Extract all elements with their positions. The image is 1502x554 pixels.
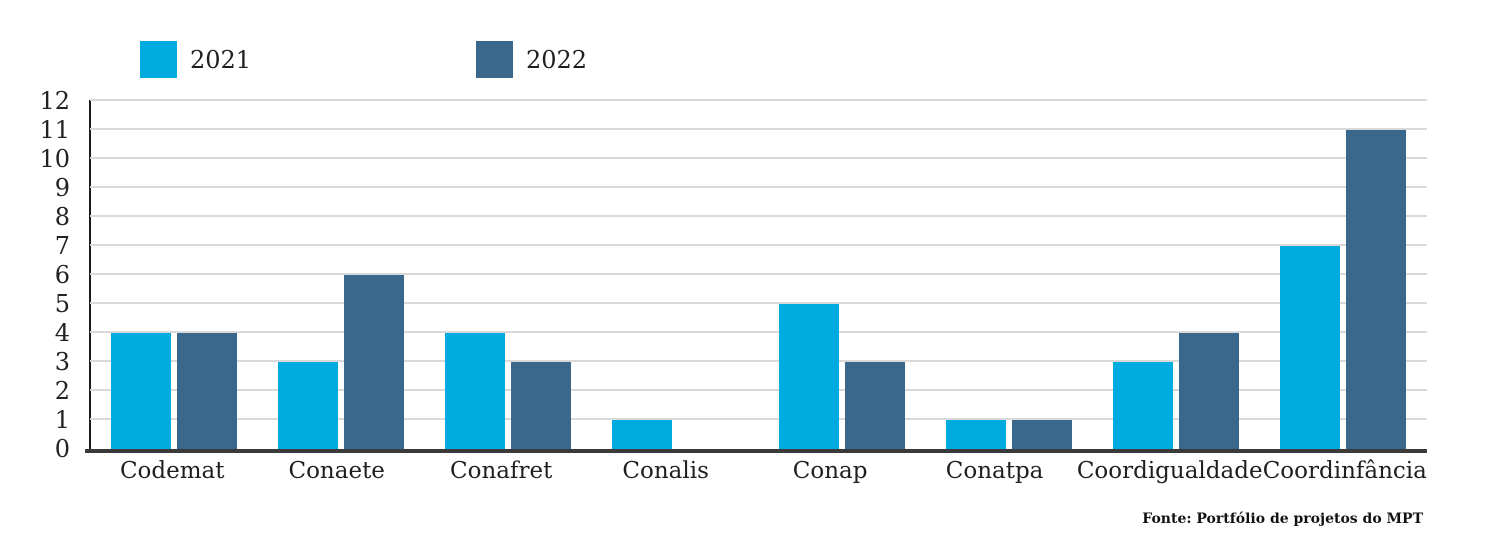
bar-2021-conatpa (946, 420, 1007, 449)
bar-2021-codemat (110, 333, 171, 449)
bar-2022-coordinfancia (1346, 130, 1407, 449)
y-tick-label-3: 3 (54, 348, 70, 376)
bar-2022-conatpa (1012, 420, 1073, 449)
x-axis-category-labels: Codemat Conaete Conafret Conalis Conap Conatp… (90, 458, 1427, 484)
x-axis-label-conafret: Conafret (450, 458, 553, 484)
x-axis-label-conatpa: Conatpa (945, 458, 1044, 484)
bar-2022-conafret (510, 362, 571, 449)
gridline-11 (90, 128, 1427, 130)
legend-swatch-2021 (140, 41, 177, 78)
bar-2022-codemat (176, 333, 237, 449)
bar-group-conap (759, 101, 926, 449)
plot-area (90, 99, 1427, 449)
bar-2021-conafret (444, 333, 505, 449)
bar-2021-conaete (277, 362, 338, 449)
bar-2022-coordigualdade (1179, 333, 1240, 449)
y-axis-line (89, 100, 91, 452)
gridline-4 (90, 331, 1427, 333)
y-tick-label-10: 10 (39, 145, 70, 173)
bar-group-conalis (591, 101, 758, 449)
source-note: Fonte: Portfólio de projetos do MPT (1142, 511, 1423, 527)
x-axis-label-coordigualdade: Coordigualdade (1076, 458, 1263, 484)
bar-group-conaete (257, 101, 424, 449)
y-tick-label-1: 1 (54, 406, 70, 434)
y-tick-label-9: 9 (54, 174, 70, 202)
bar-group-conatpa (926, 101, 1093, 449)
legend-item-2021: 2021 (140, 41, 251, 78)
y-tick-label-4: 4 (54, 319, 70, 347)
y-tick-label-2: 2 (54, 377, 70, 405)
x-axis-label-conap: Conap (792, 458, 868, 484)
y-tick-label-5: 5 (54, 290, 70, 318)
y-tick-label-6: 6 (54, 261, 70, 289)
bar-2021-coordinfancia (1280, 246, 1341, 449)
bar-group-coordigualdade (1093, 101, 1260, 449)
y-tick-label-8: 8 (54, 203, 70, 231)
bar-2021-conap (779, 304, 840, 449)
gridline-2 (90, 389, 1427, 391)
bar-group-codemat (90, 101, 257, 449)
legend-swatch-2022 (476, 41, 513, 78)
gridline-3 (90, 360, 1427, 362)
legend-item-2022: 2022 (476, 41, 587, 78)
bar-group-conafret (424, 101, 591, 449)
gridline-1 (90, 418, 1427, 420)
x-axis-label-codemat: Codemat (119, 458, 225, 484)
x-axis-label-coordinfancia: Coordinfância (1262, 458, 1427, 484)
gridline-9 (90, 186, 1427, 188)
bar-groups (90, 101, 1427, 449)
bar-2022-conaete (343, 275, 404, 449)
gridline-12 (90, 99, 1427, 101)
gridline-10 (90, 157, 1427, 159)
bar-2021-coordigualdade (1113, 362, 1174, 449)
x-axis-label-conaete: Conaete (288, 458, 385, 484)
y-tick-label-7: 7 (54, 232, 70, 260)
legend-label-2021: 2021 (190, 45, 252, 74)
bar-2021-conalis (611, 420, 672, 449)
gridline-7 (90, 244, 1427, 246)
y-tick-label-11: 11 (39, 116, 70, 144)
x-axis-line (85, 449, 1427, 453)
gridline-5 (90, 302, 1427, 304)
bar-group-coordinfancia (1260, 101, 1427, 449)
legend-label-2022: 2022 (526, 45, 588, 74)
y-tick-label-0: 0 (54, 435, 70, 463)
gridline-6 (90, 273, 1427, 275)
gridline-8 (90, 215, 1427, 217)
y-tick-label-12: 12 (39, 87, 70, 115)
x-axis-label-conalis: Conalis (622, 458, 709, 484)
bar-2022-conap (845, 362, 906, 449)
